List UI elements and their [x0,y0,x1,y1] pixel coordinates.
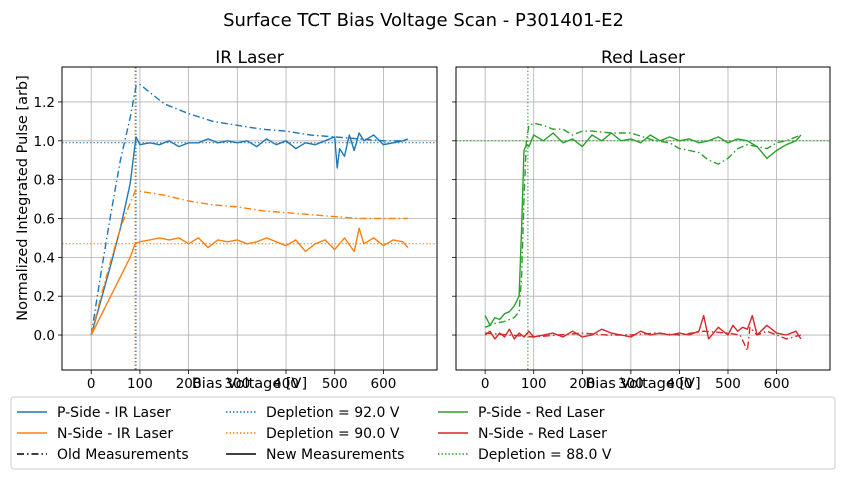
x-tick-label: 100 [127,376,153,392]
legend-label: Old Measurements [57,447,189,463]
y-tick-label: 0.2 [34,289,55,305]
x-tick-label: 400 [273,376,299,392]
panel-red-laser: Red Laser Bias Voltage [V] 0 100 200 300 400… [452,48,831,392]
legend-label: Depletion = 92.0 V [266,405,400,421]
x-tick-label: 500 [322,376,348,392]
legend-label: Depletion = 88.0 V [478,447,612,463]
legend-label: P-Side - IR Laser [57,405,171,421]
x-tick-label: 500 [715,376,741,392]
y-tick-label: 0.6 [34,212,55,228]
x-tick-label: 200 [176,376,202,392]
panel-ir-laser: IR Laser Bias Voltage [V] 0 100 200 300 400 5… [34,48,438,392]
legend-label: Depletion = 90.0 V [266,426,400,442]
panel-title-red: Red Laser [601,48,685,68]
series-line [484,122,802,328]
figure-title: Surface TCT Bias Voltage Scan - P301401-… [223,10,624,31]
legend-frame [10,396,836,470]
y-axis-label: Normalized Integrated Pulse [arb] [15,75,31,321]
series-line [90,83,408,336]
legend-label: P-Side - Red Laser [478,405,605,421]
x-axis-label-red: Bias Voltage [V] [585,376,700,392]
x-tick-label: 400 [667,376,693,392]
legend-label: New Measurements [266,447,404,463]
legend: P-Side - IR Laser N-Side - IR Laser Old Me… [10,396,836,470]
series-line [90,227,409,336]
y-tick-label: 1.0 [34,134,55,150]
series-line [90,132,409,336]
x-tick-label: 300 [618,376,644,392]
x-tick-label: 0 [481,376,490,392]
x-tick-label: 0 [87,376,96,392]
y-tick-label: 0.8 [34,173,55,189]
panel-title-ir: IR Laser [215,48,283,68]
x-axis-label-ir: Bias Voltage [V] [192,376,307,392]
x-tick-label: 600 [371,376,397,392]
series-line [485,326,802,352]
y-tick-label: 0.4 [34,250,55,266]
series-line [484,314,802,340]
series-line [484,132,802,326]
legend-label: N-Side - IR Laser [57,426,173,442]
x-tick-label: 200 [569,376,595,392]
y-tick-label: 0.0 [34,328,55,344]
y-tick-label: 1.2 [34,95,55,111]
series-line [90,190,408,336]
x-tick-label: 100 [521,376,547,392]
x-tick-label: 600 [764,376,790,392]
x-tick-label: 300 [224,376,250,392]
legend-label: N-Side - Red Laser [478,426,607,442]
